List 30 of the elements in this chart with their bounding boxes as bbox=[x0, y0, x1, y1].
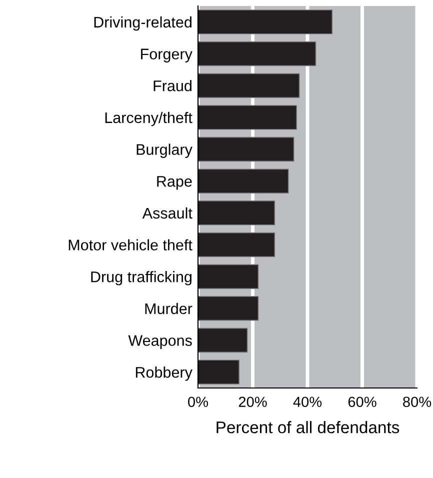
x-tick-label: 60% bbox=[348, 396, 376, 408]
bar bbox=[198, 105, 297, 130]
y-tick-label: Murder bbox=[145, 302, 192, 314]
y-tick-label: Rape bbox=[157, 176, 192, 190]
bar bbox=[198, 264, 259, 289]
y-tick-label: Weapons bbox=[128, 335, 192, 349]
x-tick-label: 80% bbox=[403, 396, 432, 408]
x-axis-title: Percent of all defendants bbox=[216, 421, 400, 434]
bar bbox=[198, 328, 248, 353]
bar bbox=[198, 73, 300, 98]
y-tick-label: Drug trafficking bbox=[91, 271, 192, 286]
y-tick-label: Assault bbox=[142, 207, 192, 219]
bar bbox=[198, 41, 316, 66]
y-tick-label: Burglary bbox=[136, 144, 192, 158]
y-tick-label: Robbery bbox=[136, 366, 192, 381]
bar bbox=[198, 360, 240, 384]
y-tick-label: Fraud bbox=[154, 80, 192, 92]
x-tick-label: 0% bbox=[188, 396, 208, 408]
bar bbox=[198, 232, 276, 258]
x-tick-label: 20% bbox=[238, 396, 267, 408]
bar bbox=[198, 136, 294, 162]
bar bbox=[198, 200, 276, 226]
bar bbox=[198, 296, 259, 321]
y-tick-label: Forgery bbox=[141, 48, 192, 62]
bar bbox=[198, 10, 333, 34]
y-tick-label: Larceny/theft bbox=[105, 112, 192, 126]
x-tick-label: 40% bbox=[293, 396, 322, 408]
y-tick-label: Driving-related bbox=[94, 16, 192, 31]
y-tick-label: Motor vehicle theft bbox=[68, 239, 192, 250]
bar bbox=[198, 168, 289, 194]
